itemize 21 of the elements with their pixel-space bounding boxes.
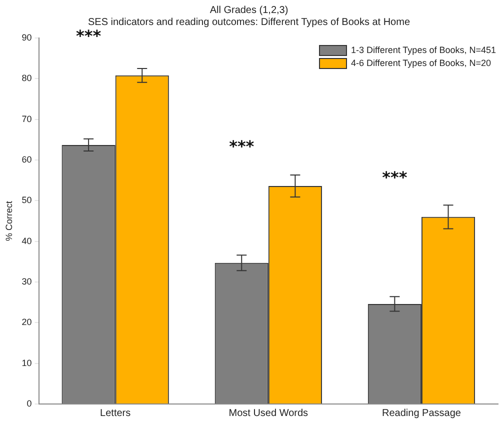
y-tick-label: 10	[22, 358, 32, 368]
y-tick-label: 70	[22, 114, 32, 124]
annotation: ***	[382, 168, 408, 188]
y-tick-label: 0	[26, 398, 32, 408]
y-tick-label: 40	[22, 236, 32, 246]
y-tick-label: 90	[22, 32, 32, 42]
legend-label: 4-6 Different Types of Books, N=20	[350, 57, 491, 70]
annotation: ***	[76, 26, 102, 46]
y-axis-title: % Correct	[4, 200, 14, 242]
chart-title: All Grades (1,2,3)	[210, 4, 288, 16]
y-tick-label: 80	[22, 73, 32, 84]
chart-subtitle: SES indicators and reading outcomes: Different Types of Books at Home	[88, 16, 410, 28]
y-tick-label: 50	[22, 195, 32, 206]
legend-label: 1-3 Different Types of Books, N=451	[350, 44, 496, 57]
y-tick-label: 60	[22, 154, 32, 164]
annotation: ***	[229, 137, 255, 156]
x-tick-label: Reading Passage	[382, 408, 462, 419]
x-tick-label: Letters	[100, 408, 131, 419]
x-tick-label: Most Used Words	[228, 408, 308, 419]
y-tick-label: 20	[22, 317, 32, 328]
y-tick-label: 30	[22, 276, 32, 286]
